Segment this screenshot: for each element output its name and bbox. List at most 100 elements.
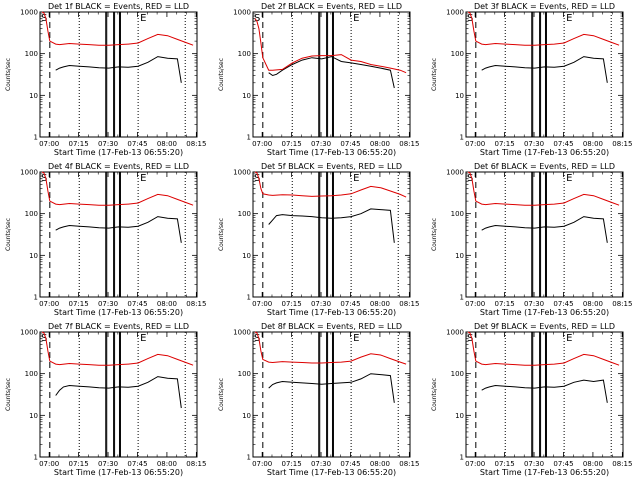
x-axis-label: Start Time (17-Feb-13 06:55:20) <box>480 308 609 317</box>
chart-panel: Det 4f BLACK = Events, RED = LLD 1 10 100 10… <box>0 160 210 318</box>
chart-svg: Det 2f BLACK = Events, RED = LLD 1 10 100 10… <box>218 2 419 157</box>
x-tick-label: 08:00 <box>583 300 603 308</box>
x-tick-label: 08:15 <box>612 460 632 468</box>
series-line <box>254 331 407 365</box>
x-tick-label: 08:15 <box>186 460 206 468</box>
x-tick-label: 08:00 <box>370 140 390 148</box>
x-tick-label: 08:15 <box>612 300 632 308</box>
x-axis-label: Start Time (17-Feb-13 06:55:20) <box>54 308 183 317</box>
y-tick-label: 1000 <box>446 329 464 337</box>
y-tick-label: 1000 <box>233 9 251 17</box>
y-tick-label: 10 <box>242 252 251 260</box>
series-line <box>41 11 194 46</box>
x-tick-label: 07:45 <box>127 300 147 308</box>
plot-frame <box>252 11 411 138</box>
x-tick-label: 07:45 <box>553 140 573 148</box>
x-tick-label: 07:30 <box>98 140 118 148</box>
chart-svg: Det 4f BLACK = Events, RED = LLD 1 10 100 10… <box>5 162 206 317</box>
x-tick-label: 07:30 <box>524 460 544 468</box>
x-tick-label: 08:15 <box>612 140 632 148</box>
x-tick-label: 07:15 <box>282 300 302 308</box>
y-tick-label: 100 <box>25 370 38 378</box>
series-line <box>41 331 194 366</box>
x-tick-label: 07:30 <box>524 140 544 148</box>
chart-panel: Det 2f BLACK = Events, RED = LLD 1 10 100 10… <box>213 0 423 158</box>
chart-svg: Det 7f BLACK = Events, RED = LLD 1 10 100 10… <box>5 322 206 477</box>
chart-title: Det 5f BLACK = Events, RED = LLD <box>261 162 402 171</box>
end-marker: E <box>353 13 359 24</box>
x-tick-label: 07:00 <box>465 460 485 468</box>
x-tick-label: 07:45 <box>340 300 360 308</box>
chart-title: Det 2f BLACK = Events, RED = LLD <box>261 2 402 11</box>
plot-frame <box>465 171 624 298</box>
series-line <box>467 11 620 46</box>
chart-title: Det 3f BLACK = Events, RED = LLD <box>474 2 615 11</box>
series-line <box>481 216 608 243</box>
start-marker: S <box>254 13 260 24</box>
x-tick-label: 07:30 <box>98 460 118 468</box>
chart-svg: Det 9f BLACK = Events, RED = LLD 1 10 100 10… <box>431 322 632 477</box>
y-tick-label: 1000 <box>20 169 38 177</box>
series-line <box>55 376 182 409</box>
y-axis-label: Counts/sec <box>218 378 225 411</box>
x-tick-label: 07:30 <box>311 460 331 468</box>
series-line <box>268 56 395 89</box>
x-tick-label: 08:00 <box>583 460 603 468</box>
x-tick-label: 07:30 <box>524 300 544 308</box>
y-tick-label: 100 <box>451 210 464 218</box>
y-tick-label: 10 <box>29 412 38 420</box>
x-tick-label: 07:15 <box>282 140 302 148</box>
chart-svg: Det 8f BLACK = Events, RED = LLD 1 10 100 10… <box>218 322 419 477</box>
x-tick-label: 07:00 <box>465 140 485 148</box>
y-tick-label: 100 <box>451 50 464 58</box>
y-tick-label: 1000 <box>446 9 464 17</box>
x-tick-label: 07:15 <box>495 460 515 468</box>
y-tick-label: 100 <box>238 50 251 58</box>
y-tick-label: 1 <box>247 134 251 142</box>
x-axis-label: Start Time (17-Feb-13 06:55:20) <box>54 468 183 477</box>
y-tick-label: 1 <box>34 294 38 302</box>
x-axis-label: Start Time (17-Feb-13 06:55:20) <box>480 468 609 477</box>
end-marker: E <box>566 333 572 344</box>
x-axis-label: Start Time (17-Feb-13 06:55:20) <box>480 148 609 157</box>
start-marker: S <box>41 333 47 344</box>
series-line <box>55 56 182 83</box>
start-marker: S <box>467 173 473 184</box>
chart-svg: Det 1f BLACK = Events, RED = LLD 1 10 100 10… <box>5 2 206 157</box>
x-tick-label: 07:45 <box>127 460 147 468</box>
chart-title: Det 7f BLACK = Events, RED = LLD <box>48 322 189 331</box>
y-tick-label: 1 <box>34 454 38 462</box>
x-tick-label: 08:00 <box>157 460 177 468</box>
series-line <box>467 331 620 366</box>
x-tick-label: 07:15 <box>282 460 302 468</box>
end-marker: E <box>140 173 146 184</box>
y-tick-label: 100 <box>238 370 251 378</box>
series-line <box>481 379 608 403</box>
x-tick-label: 07:15 <box>69 460 89 468</box>
chart-svg: Det 6f BLACK = Events, RED = LLD 1 10 100 10… <box>431 162 632 317</box>
x-tick-label: 07:15 <box>69 140 89 148</box>
series-line <box>55 216 182 243</box>
series-line <box>467 171 620 206</box>
x-tick-label: 07:00 <box>39 300 59 308</box>
chart-panel: Det 8f BLACK = Events, RED = LLD 1 10 100 10… <box>213 320 423 478</box>
y-axis-label: Counts/sec <box>5 58 12 91</box>
y-axis-label: Counts/sec <box>431 378 438 411</box>
y-tick-label: 10 <box>455 252 464 260</box>
chart-title: Det 1f BLACK = Events, RED = LLD <box>48 2 189 11</box>
y-tick-label: 10 <box>242 92 251 100</box>
y-tick-label: 1 <box>460 134 464 142</box>
x-tick-label: 07:00 <box>39 460 59 468</box>
x-axis-label: Start Time (17-Feb-13 06:55:20) <box>267 308 396 317</box>
plot-frame <box>39 11 198 138</box>
y-tick-label: 1 <box>34 134 38 142</box>
end-marker: E <box>353 173 359 184</box>
plot-frame <box>465 331 624 458</box>
y-tick-label: 100 <box>238 210 251 218</box>
x-tick-label: 07:45 <box>340 140 360 148</box>
plot-frame <box>39 171 198 298</box>
series-line <box>268 373 395 403</box>
chart-panel: Det 5f BLACK = Events, RED = LLD 1 10 100 10… <box>213 160 423 318</box>
x-tick-label: 07:00 <box>252 140 272 148</box>
